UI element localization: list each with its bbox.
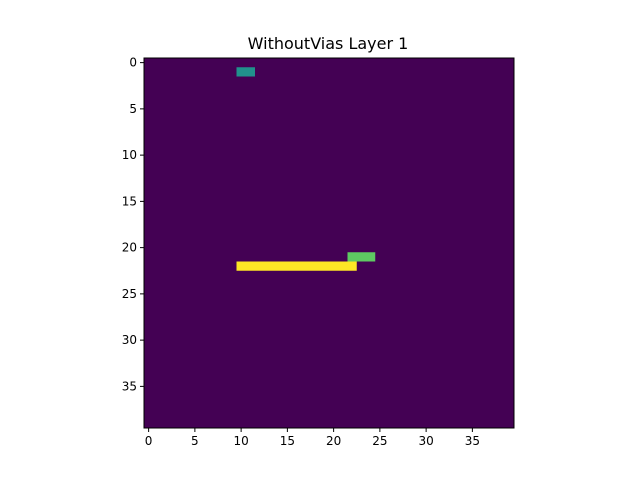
chart-title: WithoutVias Layer 1 xyxy=(248,34,409,53)
y-tick-label: 10 xyxy=(122,148,137,162)
x-tick-label: 10 xyxy=(233,434,248,448)
y-axis: 0 5 10 15 20 25 30 35 xyxy=(122,56,144,393)
y-tick-label: 30 xyxy=(122,333,137,347)
heatmap-cell-region-0 xyxy=(236,67,255,77)
y-tick-label: 20 xyxy=(122,241,137,255)
x-tick-label: 5 xyxy=(191,434,199,448)
plot-frame xyxy=(143,57,515,429)
x-tick-label: 35 xyxy=(465,434,480,448)
x-tick-label: 25 xyxy=(372,434,387,448)
x-tick-label: 30 xyxy=(418,434,433,448)
plot-area xyxy=(143,57,515,429)
y-tick-label: 0 xyxy=(129,56,137,70)
heatmap-cell-region-2 xyxy=(236,261,357,271)
y-tick-label: 35 xyxy=(122,379,137,393)
y-tick-label: 25 xyxy=(122,287,137,301)
x-axis: 0 5 10 15 20 25 30 35 xyxy=(145,428,480,448)
y-tick-label: 15 xyxy=(122,194,137,208)
y-tick-label: 5 xyxy=(129,102,137,116)
heatmap-cell-region-1 xyxy=(347,252,376,262)
x-tick-label: 15 xyxy=(280,434,295,448)
x-tick-label: 0 xyxy=(145,434,153,448)
x-tick-label: 20 xyxy=(326,434,341,448)
heatmap-background xyxy=(144,58,514,428)
